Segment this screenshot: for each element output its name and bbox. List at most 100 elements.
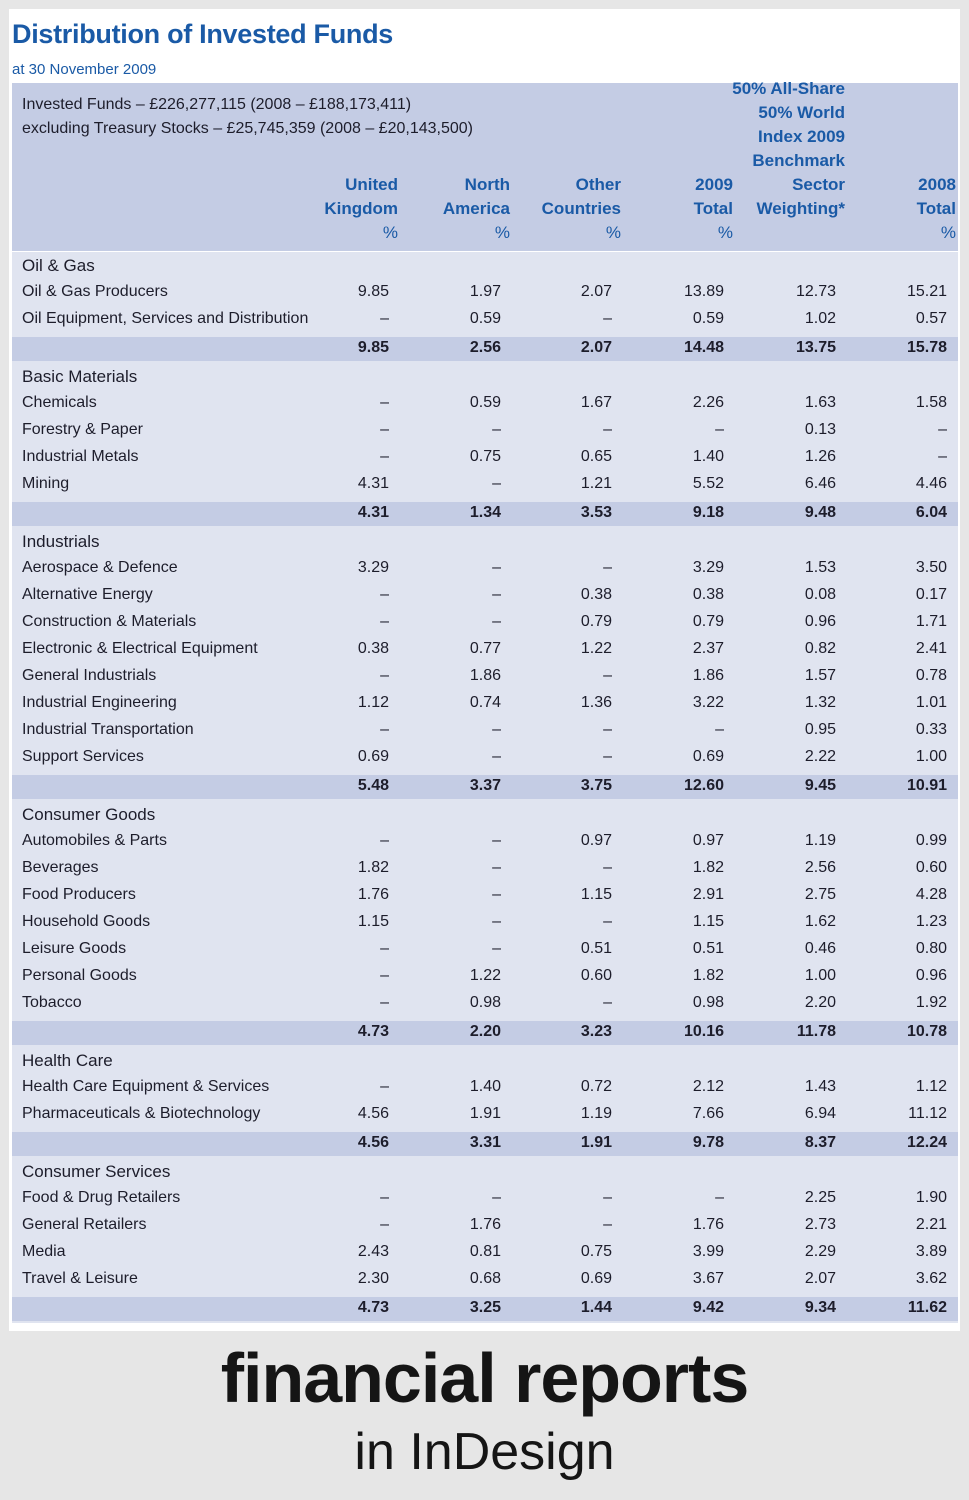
table-cell: 2.30 — [357, 1270, 389, 1287]
table-cell: 0.59 — [469, 310, 501, 327]
row-label: Alternative Energy — [22, 586, 153, 603]
table-cell: 1.40 — [469, 1078, 501, 1095]
table-cell: – — [492, 859, 501, 876]
table-cell: – — [492, 1189, 501, 1206]
table-row: Construction & Materials – – 0.79 0.79 0.96 1.… — [12, 609, 958, 636]
table-cell: 1.00 — [804, 967, 836, 984]
sector-total-row: 4.73 2.20 3.23 10.16 11.78 10.78 — [12, 1021, 958, 1045]
row-label: Food & Drug Retailers — [22, 1189, 181, 1206]
table-row: Industrial Metals – 0.75 0.65 1.40 1.26 – — [12, 444, 958, 471]
column-header-line: Benchmark — [752, 151, 845, 170]
column-unit: % — [605, 223, 621, 242]
table-cell: 2.43 — [357, 1243, 389, 1260]
total-cell: 9.78 — [692, 1134, 724, 1151]
table-cell: 0.46 — [804, 940, 836, 957]
table-cell: 2.20 — [804, 994, 836, 1011]
table-cell: 1.86 — [692, 667, 724, 684]
table-cell: 9.85 — [357, 283, 389, 300]
row-label: Mining — [22, 475, 70, 492]
row-label: Forestry & Paper — [22, 421, 143, 438]
table-cell: 0.96 — [804, 613, 836, 630]
column-header-6: 2008 Total% — [816, 173, 956, 245]
table-cell: 1.32 — [804, 694, 836, 711]
table-cell: 1.82 — [357, 859, 389, 876]
table-cell: – — [492, 886, 501, 903]
table-cell: 2.26 — [692, 394, 724, 411]
sector-heading: Health Care — [12, 1047, 958, 1074]
table-cell: 1.19 — [580, 1105, 612, 1122]
table-cell: – — [492, 421, 501, 438]
table-cell: 1.90 — [915, 1189, 947, 1206]
table-cell: 2.56 — [804, 859, 836, 876]
table-cell: 1.15 — [580, 886, 612, 903]
table-cell: 13.89 — [683, 283, 724, 300]
column-header-line: Index 2009 — [758, 127, 845, 146]
column-header-4: 2009 Total% — [593, 173, 733, 245]
table-cell: 4.46 — [915, 475, 947, 492]
column-header-line: North — [464, 175, 510, 194]
table-cell: – — [380, 310, 389, 327]
table-cell: 1.97 — [469, 283, 501, 300]
total-cell: 4.31 — [357, 504, 389, 521]
page-title: Distribution of Invested Funds — [12, 19, 393, 49]
table-cell: 0.98 — [692, 994, 724, 1011]
table-cell: 3.67 — [692, 1270, 724, 1287]
table-cell: 5.52 — [692, 475, 724, 492]
table-cell: 0.95 — [804, 721, 836, 738]
table-cell: – — [603, 994, 612, 1011]
table-cell: – — [492, 613, 501, 630]
table-cell: 1.57 — [804, 667, 836, 684]
sector-heading: Consumer Goods — [12, 801, 958, 828]
table-cell: 0.97 — [580, 832, 612, 849]
table-cell: – — [492, 913, 501, 930]
total-cell: 9.42 — [692, 1299, 724, 1316]
table-cell: 6.46 — [804, 475, 836, 492]
page-subtitle: at 30 November 2009 — [12, 61, 157, 78]
table-cell: – — [603, 721, 612, 738]
total-cell: 12.24 — [906, 1134, 947, 1151]
table-cell: 1.58 — [915, 394, 947, 411]
table-cell: 2.75 — [804, 886, 836, 903]
table-cell: 0.97 — [692, 832, 724, 849]
table-cell: 1.19 — [804, 832, 836, 849]
table-cell: 0.80 — [915, 940, 947, 957]
row-label: Automobiles & Parts — [22, 832, 167, 849]
table-header: Invested Funds – £226,277,115 (2008 – £1… — [12, 79, 958, 252]
table-cell: 0.57 — [915, 310, 947, 327]
table-cell: – — [380, 586, 389, 603]
total-cell: 1.34 — [469, 504, 501, 521]
table-cell: 3.29 — [692, 559, 724, 576]
table-cell: – — [380, 721, 389, 738]
table-cell: 3.22 — [692, 694, 724, 711]
table-cell: 0.33 — [915, 721, 947, 738]
table-cell: – — [380, 832, 389, 849]
table-cell: 4.56 — [357, 1105, 389, 1122]
table-row: Tobacco – 0.98 – 0.98 2.20 1.92 — [12, 990, 958, 1017]
total-cell: 6.04 — [915, 504, 947, 521]
sector-heading: Industrials — [12, 528, 958, 555]
table-cell: 0.75 — [580, 1243, 612, 1260]
table-cell: 1.53 — [804, 559, 836, 576]
table-cell: 4.31 — [357, 475, 389, 492]
table-cell: 1.40 — [692, 448, 724, 465]
column-header-line: 50% All-Share — [732, 79, 845, 98]
table-cell: 0.59 — [692, 310, 724, 327]
table-cell: 0.98 — [469, 994, 501, 1011]
sector-heading-label: Basic Materials — [22, 367, 138, 386]
table-cell: 2.22 — [804, 748, 836, 765]
row-label: Food Producers — [22, 886, 136, 903]
table-cell: 2.25 — [804, 1189, 836, 1206]
table-cell: 3.50 — [915, 559, 947, 576]
row-label: Industrial Metals — [22, 448, 139, 465]
column-header-5: 50% All-Share 50% World Index 2009 Benchmar… — [705, 77, 845, 245]
total-cell: 9.18 — [692, 504, 724, 521]
table-cell: 0.77 — [469, 640, 501, 657]
table-cell: – — [492, 832, 501, 849]
row-label: Health Care Equipment & Services — [22, 1078, 270, 1095]
table-cell: – — [603, 1216, 612, 1233]
table-cell: – — [492, 559, 501, 576]
total-cell: 9.48 — [804, 504, 836, 521]
table-cell: – — [380, 1189, 389, 1206]
table-cell: 2.12 — [692, 1078, 724, 1095]
sector-total-row: 9.85 2.56 2.07 14.48 13.75 15.78 — [12, 337, 958, 361]
